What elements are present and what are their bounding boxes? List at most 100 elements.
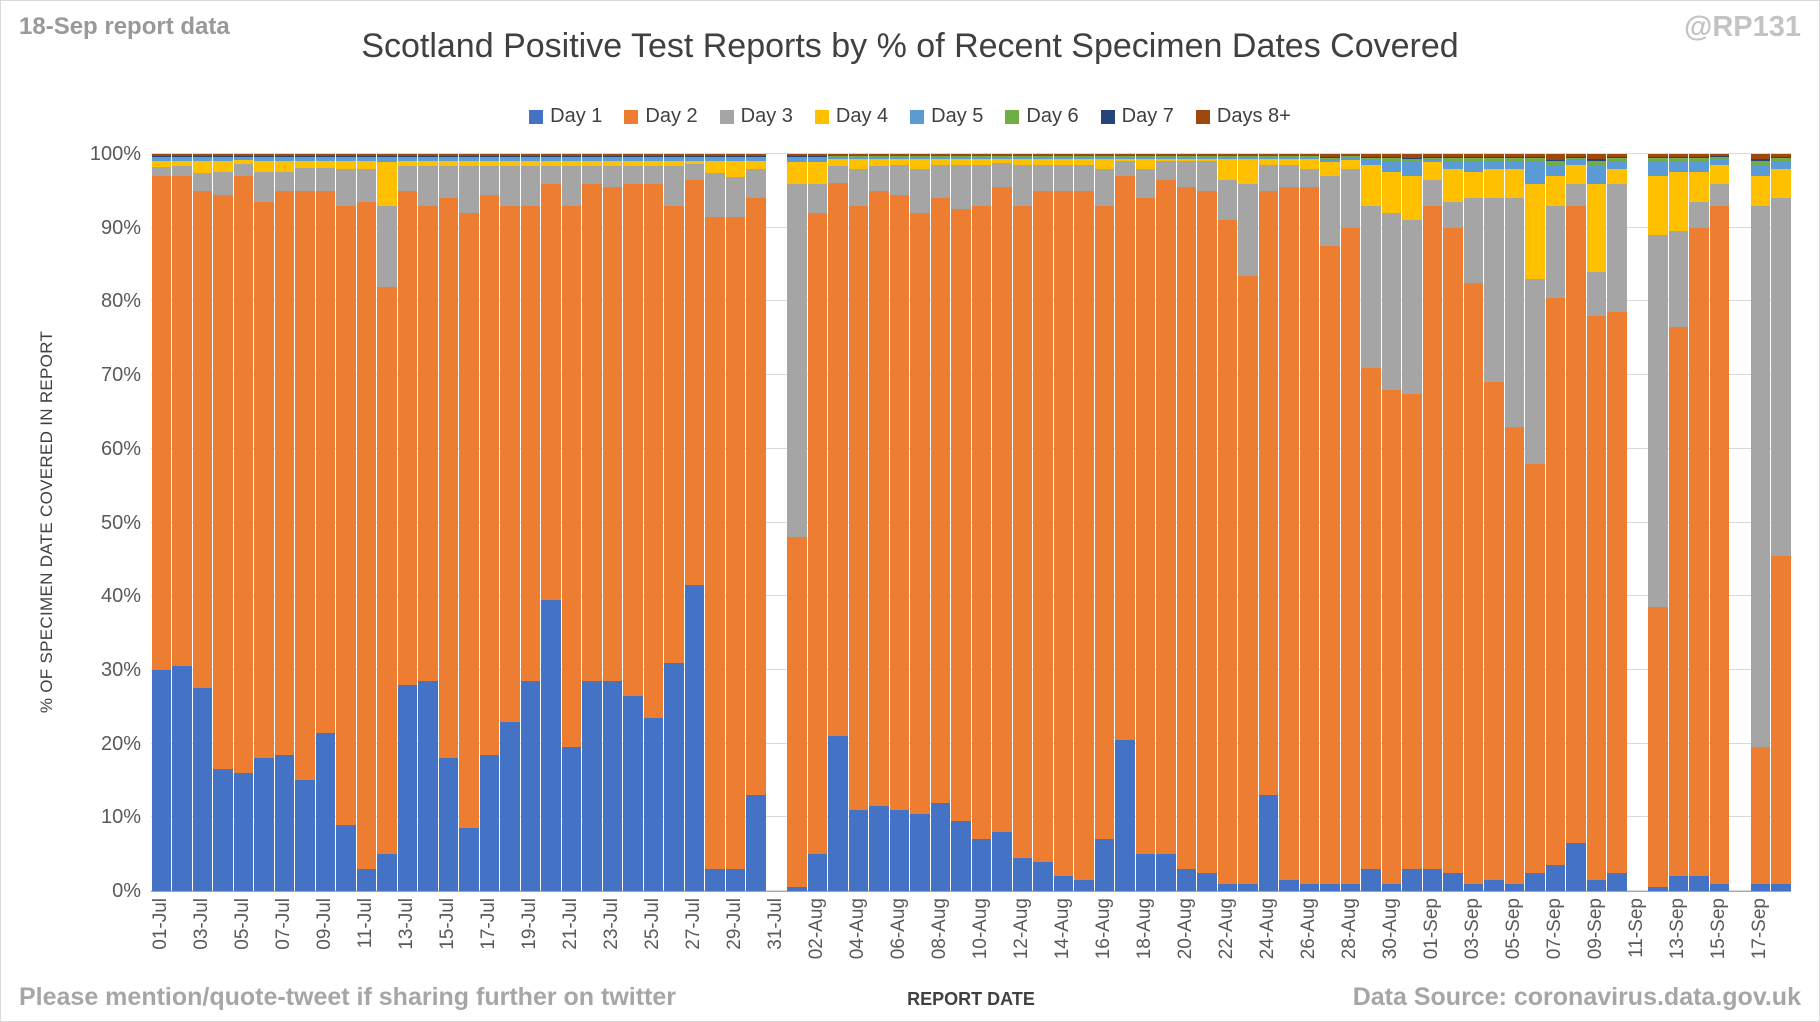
bar-segment-day-5 (1689, 161, 1709, 173)
footer-data-source: Data Source: coronavirus.data.gov.uk (1352, 983, 1801, 1011)
bar-segment-day-3 (746, 168, 766, 199)
bar-segment-day-1 (1299, 883, 1319, 891)
bar-segment-day-1 (459, 828, 479, 891)
bar-20-jul (541, 154, 562, 891)
bar-05-jul (233, 154, 254, 891)
bar-segment-day-4 (1135, 159, 1155, 169)
bar-28-aug (1340, 154, 1361, 891)
bar-segment-day-2 (213, 194, 233, 770)
bar-segment-day-6 (1197, 156, 1217, 158)
bar-segment-day-6 (459, 156, 479, 159)
bar-segment-days-8 (1197, 154, 1217, 156)
bar-segment-day-5 (1299, 157, 1319, 160)
bar-segment-day-7 (1176, 155, 1196, 157)
bar-14-jul (418, 154, 439, 891)
bar-26-aug (1299, 154, 1320, 891)
bar-segment-day-1 (520, 680, 540, 891)
bar-segment-day-3 (1771, 198, 1791, 556)
bar-09-aug (951, 154, 972, 891)
bar-segment-day-6 (1258, 156, 1278, 158)
y-tick-label: 0% (112, 880, 141, 902)
bar-segment-day-2 (910, 212, 930, 814)
bar-06-aug (889, 154, 910, 891)
bar-segment-day-2 (1443, 227, 1463, 873)
bar-segment-day-4 (1053, 159, 1073, 166)
bar-03-aug (828, 154, 849, 891)
bar-segment-day-7 (1135, 155, 1155, 157)
bar-segment-day-6 (1525, 158, 1545, 162)
legend-label: Day 6 (1026, 105, 1079, 127)
bar-segment-day-7 (1320, 157, 1340, 158)
bar-16-aug (1094, 154, 1115, 891)
legend-label: Day 3 (740, 105, 793, 127)
x-tick-label: 21-Jul (560, 898, 582, 950)
x-tick-label: 09-Sep (1585, 898, 1607, 960)
bar-segment-day-6 (869, 156, 889, 158)
bar-25-aug (1279, 154, 1300, 891)
bar-segment-day-7 (1525, 156, 1545, 159)
bar-segment-day-6 (233, 156, 253, 159)
bar-segment-days-8 (1156, 154, 1176, 156)
bar-18-jul (500, 154, 521, 891)
bar-segment-day-1 (1484, 879, 1504, 891)
gridline (151, 595, 1791, 597)
bar-segment-day-2 (315, 190, 335, 733)
bar-segment-day-5 (1566, 159, 1586, 166)
bar-segment-day-1 (1012, 857, 1032, 891)
bar-segment-day-1 (1525, 872, 1545, 891)
bar-segment-day-3 (1238, 183, 1258, 276)
bar-segment-day-2 (807, 212, 827, 855)
bar-segment-day-1 (1586, 879, 1606, 891)
bar-segment-day-4 (213, 161, 233, 173)
bar-segment-day-2 (274, 190, 294, 755)
x-tick-label: 10-Aug (970, 898, 992, 960)
bar-segment-day-4 (1771, 168, 1791, 199)
bar-segment-days-8 (1381, 154, 1401, 157)
bar-segment-day-5 (746, 158, 766, 161)
bar-segment-day-3 (1545, 205, 1565, 298)
bar-segment-day-1 (1381, 883, 1401, 891)
bar-segment-day-1 (1074, 879, 1094, 891)
bar-04-sep (1484, 154, 1505, 891)
bar-segment-day-3 (1033, 165, 1053, 191)
bar-segment-day-2 (1381, 389, 1401, 884)
bar-segment-day-7 (541, 156, 561, 157)
bar-segment-day-4 (172, 160, 192, 166)
bar-segment-day-6 (1053, 156, 1073, 158)
bar-segment-day-6 (479, 156, 499, 159)
legend-swatch-day-2 (624, 109, 639, 124)
bar-segment-day-5 (459, 158, 479, 161)
bar-segment-day-7 (1381, 157, 1401, 159)
bar-segment-day-1 (438, 758, 458, 891)
bar-segment-day-5 (1771, 161, 1791, 169)
twitter-handle: @RP131 (1684, 11, 1801, 43)
bar-segment-days-8 (787, 154, 807, 157)
bar-segment-day-5 (192, 158, 212, 162)
bar-22-aug (1217, 154, 1238, 891)
bar-segment-days-8 (233, 154, 253, 157)
bar-segment-day-3 (1258, 165, 1278, 191)
bar-segment-day-4 (1504, 168, 1524, 199)
bar-segment-day-2 (1361, 367, 1381, 869)
bar-27-jul (684, 154, 705, 891)
bar-21-jul (561, 154, 582, 891)
x-tick-label: 27-Jul (683, 898, 705, 950)
bar-segment-day-4 (1258, 159, 1278, 166)
bar-segment-day-4 (1094, 159, 1114, 169)
bar-segment-day-7 (1197, 155, 1217, 157)
bar-segment-day-5 (1586, 165, 1606, 184)
bar-segment-days-8 (828, 154, 848, 156)
bar-segment-day-4 (746, 160, 766, 169)
bar-segment-days-8 (500, 154, 520, 157)
bar-segment-day-1 (1422, 868, 1442, 891)
bar-segment-day-3 (1504, 198, 1524, 427)
legend-item-day-7: Day 7 (1100, 105, 1174, 128)
bar-segment-day-1 (930, 802, 950, 891)
bar-segment-day-6 (951, 156, 971, 158)
bar-segment-day-5 (1217, 157, 1237, 160)
bar-segment-day-1 (1258, 795, 1278, 891)
bar-segment-days-8 (1135, 154, 1155, 156)
bar-segment-day-6 (725, 156, 745, 159)
bar-segment-day-4 (500, 160, 520, 166)
bar-segment-day-2 (1668, 327, 1688, 877)
